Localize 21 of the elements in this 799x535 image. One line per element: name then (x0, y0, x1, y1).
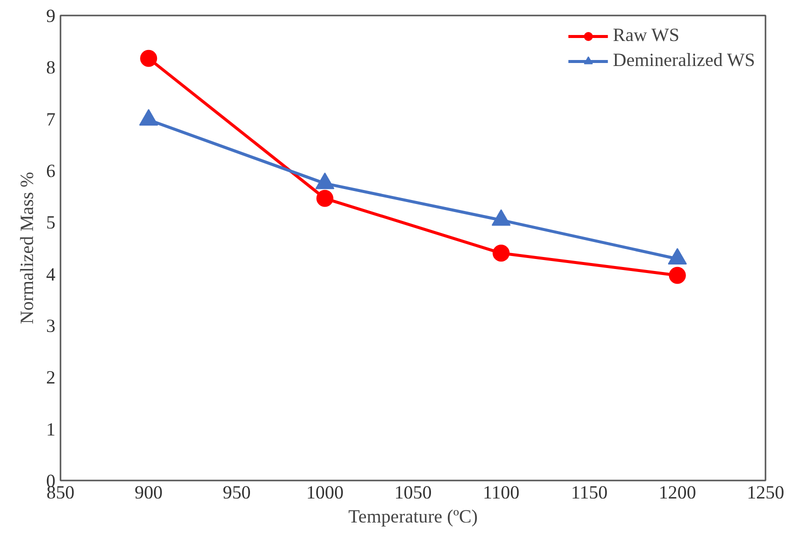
x-tick-label: 900 (134, 482, 163, 504)
y-axis-title: Normalized Mass % (17, 172, 38, 324)
x-tick-label: 1100 (482, 482, 520, 504)
x-tick-label: 1200 (658, 482, 696, 504)
legend-label: Raw WS (612, 25, 680, 47)
y-tick-label: 9 (46, 6, 56, 27)
x-tick-label: 1250 (746, 482, 784, 504)
x-tick-label: 1050 (394, 482, 432, 504)
y-tick-label: 8 (46, 58, 56, 79)
legend-label: Demineralized WS (612, 50, 755, 72)
y-tick-label: 2 (46, 368, 56, 389)
y-tick-label: 6 (46, 161, 56, 182)
y-tick-label: 1 (46, 419, 56, 440)
y-tick-label: 5 (46, 212, 56, 234)
x-axis-title: Temperature (ºC) (348, 506, 478, 528)
y-tick-label: 7 (46, 109, 56, 130)
x-tick-label: 1000 (306, 482, 344, 504)
y-tick-label: 4 (46, 264, 56, 286)
x-tick-label: 950 (222, 482, 251, 504)
y-tick-label: 3 (46, 316, 56, 337)
x-tick-label: 1150 (570, 482, 608, 504)
